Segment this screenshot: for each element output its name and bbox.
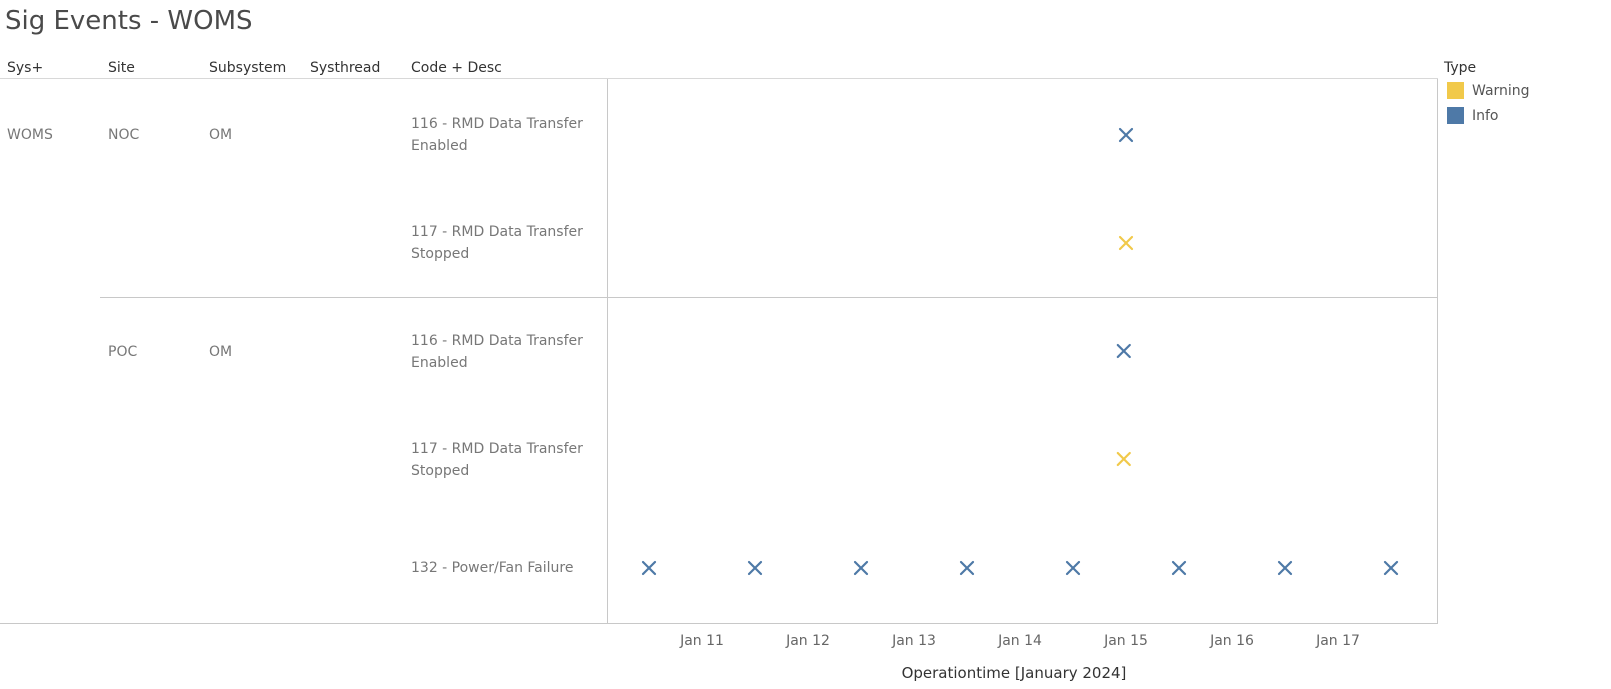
x-tick-label: Jan 17 <box>1316 633 1360 649</box>
info-marker[interactable] <box>1171 560 1187 576</box>
info-marker[interactable] <box>959 560 975 576</box>
code-label-line2: Enabled <box>411 355 468 371</box>
header-divider <box>0 78 1438 79</box>
code-label-line1: 117 - RMD Data Transfer <box>411 224 583 240</box>
x-tick-label: Jan 16 <box>1210 633 1254 649</box>
plot-right-border <box>1437 79 1438 624</box>
header-sys: Sys+ <box>7 60 44 76</box>
site-label: POC <box>108 344 138 360</box>
code-label-line1: 116 - RMD Data Transfer <box>411 333 583 349</box>
x-tick-label: Jan 11 <box>680 633 724 649</box>
legend-swatch <box>1447 82 1464 99</box>
header-code-desc: Code + Desc <box>411 60 502 76</box>
subsystem-label: OM <box>209 127 233 143</box>
code-label: 117 - RMD Data Transfer Stopped <box>411 438 583 482</box>
info-marker[interactable] <box>747 560 763 576</box>
code-label-line2: Stopped <box>411 463 470 479</box>
legend-item-warning[interactable]: Warning <box>1447 82 1530 99</box>
page-title: Sig Events - WOMS <box>5 6 253 36</box>
code-label-line1: 132 - Power/Fan Failure <box>411 560 574 576</box>
legend-label: Warning <box>1472 82 1530 99</box>
code-label: 116 - RMD Data Transfer Enabled <box>411 330 583 374</box>
code-label-line1: 116 - RMD Data Transfer <box>411 116 583 132</box>
code-label-line2: Enabled <box>411 138 468 154</box>
code-label-line2: Stopped <box>411 246 470 262</box>
legend-swatch <box>1447 107 1464 124</box>
header-subsystem: Subsystem <box>209 60 287 76</box>
sys-label: WOMS <box>7 127 53 143</box>
info-marker[interactable] <box>853 560 869 576</box>
code-label: 132 - Power/Fan Failure <box>411 557 573 579</box>
site-label: NOC <box>108 127 140 143</box>
x-tick-label: Jan 14 <box>998 633 1042 649</box>
legend-label: Info <box>1472 107 1499 124</box>
code-label-line1: 117 - RMD Data Transfer <box>411 441 583 457</box>
group-divider <box>100 297 1438 298</box>
x-tick-label: Jan 12 <box>786 633 830 649</box>
code-label: 116 - RMD Data Transfer Enabled <box>411 113 583 157</box>
warning-marker[interactable] <box>1118 235 1134 251</box>
info-marker[interactable] <box>1116 343 1131 359</box>
x-axis-label: Operationtime [January 2024] <box>901 664 1127 682</box>
bottom-divider <box>0 623 1438 624</box>
info-marker[interactable] <box>1065 560 1081 576</box>
header-systhread: Systhread <box>310 60 381 76</box>
x-tick-label: Jan 15 <box>1104 633 1148 649</box>
info-marker[interactable] <box>1118 127 1134 143</box>
header-site: Site <box>108 60 135 76</box>
warning-marker[interactable] <box>1116 451 1131 467</box>
x-tick-label: Jan 13 <box>892 633 936 649</box>
info-marker[interactable] <box>1277 560 1293 576</box>
plot-left-border <box>607 79 608 624</box>
legend-item-info[interactable]: Info <box>1447 107 1499 124</box>
legend-title: Type <box>1444 60 1477 76</box>
info-marker[interactable] <box>641 560 657 576</box>
info-marker[interactable] <box>1383 560 1399 576</box>
subsystem-label: OM <box>209 344 233 360</box>
code-label: 117 - RMD Data Transfer Stopped <box>411 221 583 265</box>
